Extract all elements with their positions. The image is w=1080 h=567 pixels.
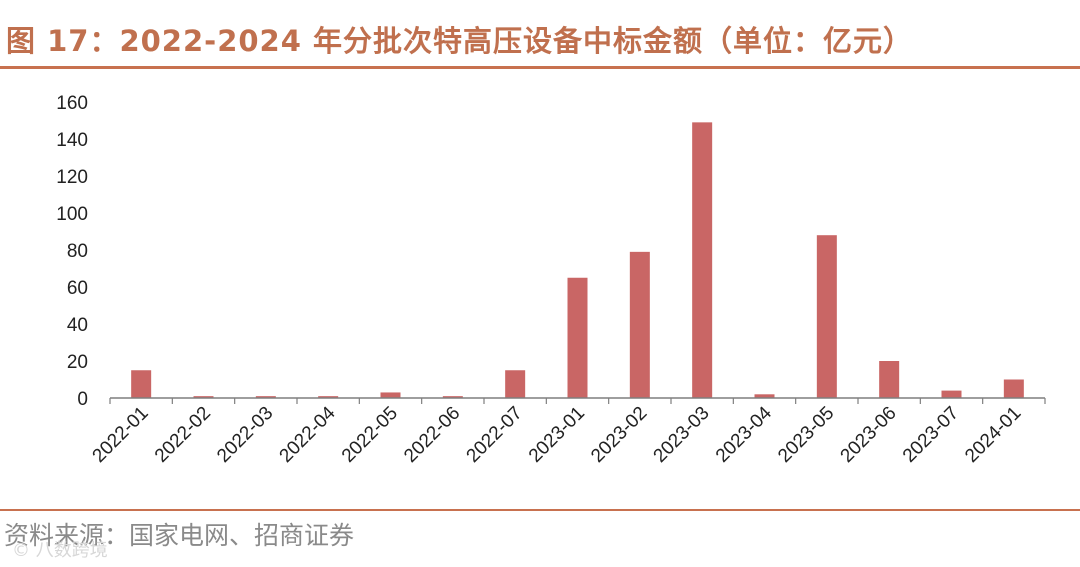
bar-2022-04 [318, 396, 339, 398]
x-tick-label: 2022-07 [463, 403, 527, 467]
x-tick-label: 2023-04 [712, 402, 776, 466]
source-note: 资料来源：国家电网、招商证券 [4, 521, 355, 550]
source-divider [0, 509, 1080, 511]
x-tick-label: 2022-06 [400, 403, 464, 467]
bars [131, 122, 1024, 398]
bar-2023-01 [567, 277, 588, 398]
x-tick-label: 2024-01 [961, 403, 1025, 467]
chart-title: 图 17：2022-2024 年分批次特高压设备中标金额（单位：亿元） [6, 24, 914, 58]
y-tick-label: 100 [56, 204, 88, 225]
x-tick-label: 2022-02 [151, 403, 215, 467]
y-tick-label: 120 [56, 167, 88, 188]
x-tick-label: 2023-06 [837, 403, 901, 467]
x-tick-label: 2023-07 [899, 403, 963, 467]
y-tick-label: 80 [67, 241, 88, 262]
bar-2023-06 [879, 361, 900, 398]
bar-2022-05 [380, 392, 401, 398]
y-tick-label: 160 [56, 93, 88, 114]
x-tick-label: 2023-03 [650, 403, 714, 467]
y-tick-label: 60 [67, 278, 88, 299]
x-tick-label: 2022-05 [338, 403, 402, 467]
x-tick-label: 2023-02 [587, 403, 651, 467]
bar-2022-01 [131, 370, 152, 398]
bar-2023-02 [629, 251, 650, 398]
x-tick-label: 2022-01 [89, 403, 153, 467]
bar-2023-03 [692, 122, 713, 398]
y-tick-label: 0 [77, 389, 88, 410]
x-tick-label: 2023-05 [774, 403, 838, 467]
y-axis-ticks: 0 20 40 60 80 100 120 140 160 [56, 93, 88, 410]
y-tick-label: 40 [67, 315, 88, 336]
bar-2024-01 [1003, 379, 1024, 398]
bar-2022-02 [193, 396, 214, 398]
bar-2023-04 [754, 394, 775, 398]
x-axis-tickmarks [109, 398, 1046, 404]
bar-2023-07 [941, 390, 962, 398]
bar-2022-03 [255, 396, 276, 398]
y-tick-label: 140 [56, 130, 88, 151]
watermark: © 八数跨境 [12, 540, 108, 561]
bar-2022-06 [442, 396, 463, 398]
y-tick-label: 20 [67, 352, 88, 373]
x-tick-label: 2022-04 [276, 402, 340, 466]
x-tick-label: 2023-01 [525, 403, 589, 467]
title-divider [0, 66, 1080, 69]
bar-2022-07 [505, 370, 526, 398]
bar-2023-05 [816, 235, 837, 398]
x-tick-label: 2022-03 [213, 403, 277, 467]
x-axis-labels: 2022-012022-022022-032022-042022-052022-… [89, 402, 1026, 466]
